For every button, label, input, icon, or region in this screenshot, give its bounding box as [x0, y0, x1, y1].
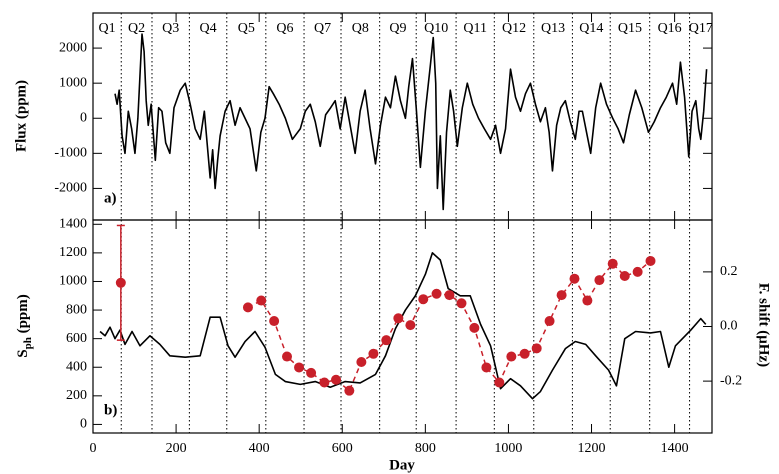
data-point: [456, 298, 467, 309]
plot-frame: [92, 12, 713, 221]
y-axis-label: Sph (ppm): [15, 294, 33, 358]
series-line: [99, 252, 707, 400]
y-tick-label: 0: [80, 417, 87, 432]
data-point: [282, 351, 293, 362]
data-point: [494, 377, 505, 388]
data-point: [431, 288, 442, 299]
x-tick-label: 600: [332, 441, 353, 456]
data-point: [242, 302, 253, 313]
data-point: [319, 377, 330, 388]
quarter-label: Q9: [389, 21, 406, 36]
y-tick-label: 1000: [59, 75, 87, 90]
quarter-label: Q7: [314, 21, 331, 36]
y-tick-label: 400: [66, 359, 87, 374]
y-tick-label: 0: [80, 110, 87, 125]
data-point: [582, 295, 593, 306]
plot-frame: [92, 219, 713, 434]
data-point: [256, 295, 267, 306]
y-tick-label: 1000: [59, 274, 87, 289]
data-point: [368, 348, 379, 359]
x-tick-label: 0: [90, 441, 97, 456]
data-point: [405, 320, 416, 331]
quarter-label: Q13: [541, 21, 565, 36]
quarter-label: Q1: [99, 21, 116, 36]
y-tick-label: 200: [66, 388, 87, 403]
data-point: [607, 258, 618, 269]
y-tick-label: 2000: [59, 40, 87, 55]
quarter-label: Q2: [128, 21, 145, 36]
y-tick-label: -1000: [54, 146, 87, 161]
quarter-label: Q6: [276, 21, 293, 36]
quarter-label: Q16: [658, 21, 682, 36]
data-point: [519, 348, 530, 359]
x-tick-label: 400: [249, 441, 270, 456]
quarter-label: Q10: [424, 21, 448, 36]
data-point: [531, 343, 542, 354]
y-tick-label: 1200: [59, 245, 87, 260]
quarter-label: Q5: [238, 21, 255, 36]
x-tick-label: 200: [166, 441, 187, 456]
data-point: [632, 266, 643, 277]
quarter-label: Q12: [502, 21, 526, 36]
x-tick-label: 1400: [661, 441, 689, 456]
quarter-label: Q15: [618, 21, 642, 36]
panel-annotation: b): [104, 402, 117, 418]
data-point: [381, 335, 392, 346]
data-point: [444, 290, 455, 301]
quarter-label: Q3: [162, 21, 179, 36]
data-point: [306, 367, 317, 378]
panel-annotation: a): [104, 190, 117, 206]
data-point: [556, 290, 567, 301]
quarter-label: Q11: [463, 21, 487, 36]
data-point: [356, 357, 367, 367]
y-tick-label: -2000: [54, 181, 87, 196]
data-point: [544, 316, 555, 327]
series-line: [247, 260, 652, 392]
y-tick-label: 1400: [59, 217, 87, 232]
data-point: [344, 385, 355, 396]
data-point: [294, 362, 305, 373]
y2-tick-label: 0.2: [720, 264, 738, 279]
data-point: [393, 313, 404, 324]
quarter-label: Q14: [579, 21, 603, 36]
data-point: [115, 277, 126, 288]
quarter-label: Q4: [200, 21, 217, 36]
data-point: [506, 351, 517, 362]
x-tick-label: 800: [415, 441, 436, 456]
data-point: [269, 316, 280, 327]
data-point: [645, 255, 656, 266]
data-point: [594, 275, 605, 286]
y-tick-label: 800: [66, 302, 87, 317]
y-axis-label: Flux (ppm): [13, 80, 29, 152]
quarter-label: Q8: [352, 21, 369, 36]
y2-axis-label: F. shift (μHz): [756, 283, 772, 367]
y2-tick-label: 0.0: [720, 319, 738, 334]
x-axis-label: Day: [389, 457, 415, 473]
data-point: [481, 362, 492, 373]
y-label-main: S: [15, 349, 31, 357]
data-point: [418, 294, 429, 305]
y-label-rest: (ppm): [15, 294, 31, 337]
quarter-label: Q17: [689, 21, 713, 36]
data-point: [569, 273, 580, 284]
x-tick-label: 1200: [578, 441, 606, 456]
y2-tick-label: -0.2: [720, 373, 742, 388]
y-tick-label: 600: [66, 331, 87, 346]
series-line: [114, 33, 708, 211]
data-point: [331, 374, 342, 385]
data-point: [619, 270, 630, 281]
data-point: [469, 322, 480, 333]
x-tick-label: 1000: [494, 441, 522, 456]
y-label-sub: ph: [22, 337, 34, 349]
